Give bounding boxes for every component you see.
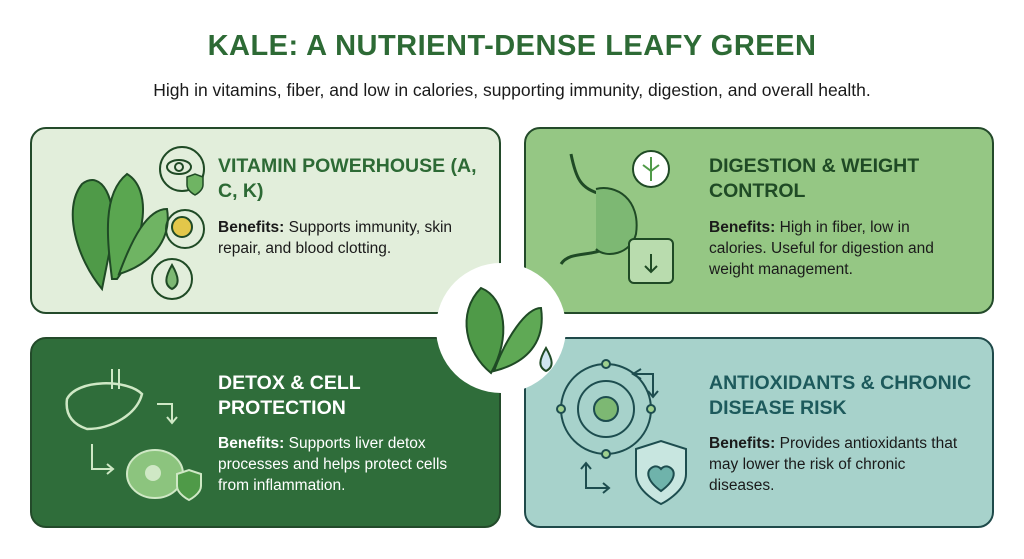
center-kale-badge [436,263,566,393]
benefits-label: Benefits: [709,219,776,236]
benefits-text: Supports immunity, skin repair, and bloo… [218,219,453,257]
citrus-icon [165,209,205,249]
card-body: Benefits: Supports liver detox processes… [218,433,478,496]
card-digestion-weight: DIGESTION & WEIGHT CONTROL Benefits: Hig… [524,127,994,314]
page-subtitle: High in vitamins, fiber, and low in calo… [153,80,871,100]
droplet-icon [151,258,193,300]
kale-leaf-icon [465,286,553,375]
card-body: Benefits: High in fiber, low in calories… [709,217,959,280]
card-title: DIGESTION & WEIGHT CONTROL [709,155,920,202]
shield-icon [176,468,202,502]
card-title: ANTIOXIDANTS & CHRONIC DISEASE RISK [709,372,972,419]
benefits-label: Benefits: [709,435,776,452]
stomach-icon [559,150,674,284]
liver-icon [65,369,202,502]
page-title: KALE: A NUTRIENT-DENSE LEAFY GREEN [207,30,817,62]
card-title: VITAMIN POWERHOUSE (A, C, K) [218,155,477,202]
droplet-icon [539,346,553,373]
benefits-text: High in fiber, low in calories. Useful f… [709,219,934,278]
benefits-label: Benefits: [218,219,285,236]
card-antioxidants: ANTIOXIDANTS & CHRONIC DISEASE RISK Bene… [524,337,994,528]
benefits-text: Supports liver detox processes and helps… [218,435,448,494]
molecule-icon [556,359,687,506]
card-detox-cell: DETOX & CELL PROTECTION Benefits: Suppor… [30,337,501,528]
eye-shield-icon [159,146,205,192]
card-title: DETOX & CELL PROTECTION [218,372,361,419]
card-body: Benefits: Provides antioxidants that may… [709,433,969,496]
card-body: Benefits: Supports immunity, skin repair… [218,217,468,259]
card-vitamin-powerhouse: VITAMIN POWERHOUSE (A, C, K) Benefits: S… [30,127,501,314]
kale-leaf-icon [71,146,205,300]
benefits-label: Benefits: [218,435,285,452]
benefits-text: Provides antioxidants that may lower the… [709,435,958,494]
